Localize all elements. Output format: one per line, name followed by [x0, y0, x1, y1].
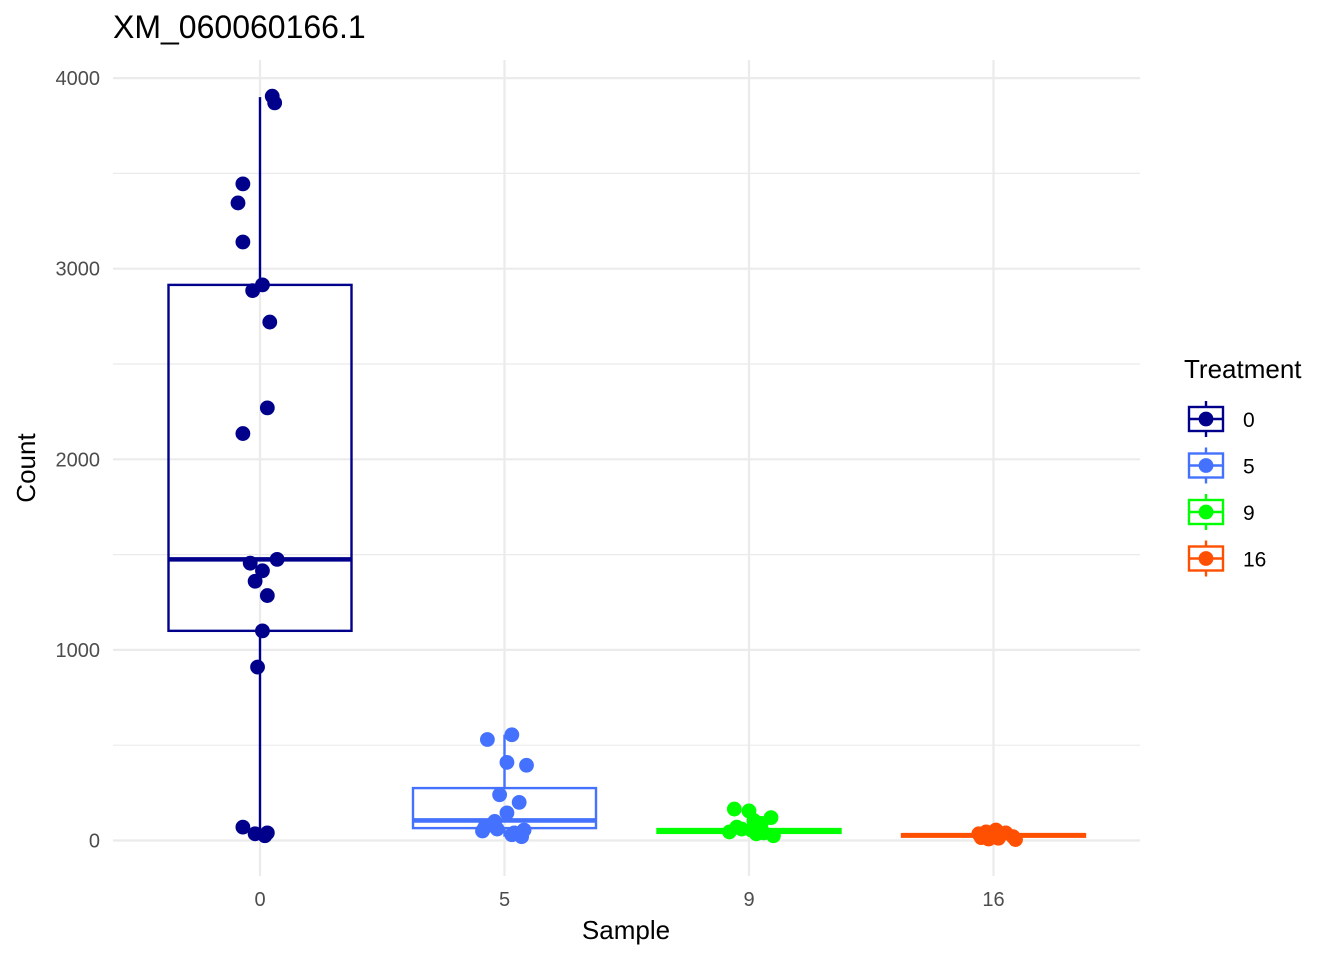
x-axis-ticks: 0 5 9 16 — [254, 889, 1004, 911]
x-tick-label: 5 — [499, 889, 510, 911]
legend-label: 0 — [1243, 409, 1255, 432]
data-point — [257, 828, 273, 844]
data-point — [722, 824, 737, 840]
x-tick-label: 16 — [982, 889, 1004, 911]
data-point — [235, 234, 251, 250]
legend-label: 9 — [1243, 502, 1255, 525]
data-point — [514, 829, 530, 845]
data-point — [492, 787, 508, 803]
data-point — [1008, 832, 1023, 847]
x-tick-label: 0 — [254, 889, 265, 911]
data-point — [255, 623, 270, 639]
legend-key-point — [1198, 411, 1214, 427]
data-point — [262, 314, 278, 330]
data-point — [504, 727, 520, 743]
legend-key-9: 9 — [1187, 494, 1255, 530]
y-axis-ticks: 0 1000 2000 3000 4000 — [56, 68, 101, 852]
legend-key-5: 5 — [1187, 447, 1255, 484]
chart-title: XM_060060166.1 — [113, 9, 366, 45]
legend-title: Treatment — [1184, 354, 1302, 384]
data-point — [479, 732, 495, 747]
y-tick-label: 0 — [89, 831, 100, 853]
box-5 — [411, 734, 598, 837]
legend-keys: 0 5 9 16 — [1187, 401, 1266, 577]
data-point — [267, 95, 283, 111]
data-point — [247, 573, 263, 589]
y-tick-label: 1000 — [56, 640, 101, 662]
y-tick-label: 2000 — [56, 449, 101, 471]
legend-key-point — [1198, 504, 1214, 520]
data-point — [269, 551, 285, 567]
data-point — [511, 794, 527, 810]
data-point — [235, 426, 251, 441]
legend-key-point — [1198, 458, 1214, 473]
data-point — [245, 283, 261, 299]
y-tick-label: 3000 — [56, 259, 101, 281]
data-point — [726, 801, 742, 817]
y-tick-label: 4000 — [56, 68, 101, 90]
data-point — [235, 176, 251, 192]
legend-key-point — [1198, 551, 1214, 566]
data-point — [235, 819, 251, 835]
x-axis-title: Sample — [582, 915, 670, 945]
data-point — [250, 659, 265, 675]
legend-label: 5 — [1243, 456, 1255, 479]
legend-label: 16 — [1243, 549, 1266, 572]
data-point — [499, 805, 515, 821]
data-point — [748, 826, 764, 842]
data-point — [766, 828, 781, 844]
x-tick-label: 9 — [743, 889, 754, 911]
y-axis-title: Count — [11, 433, 41, 503]
box-layer — [167, 97, 1087, 840]
data-point — [489, 821, 505, 837]
data-point — [475, 823, 490, 839]
data-point — [259, 400, 275, 416]
legend-key-0: 0 — [1187, 401, 1255, 437]
data-point — [519, 757, 534, 773]
data-point — [981, 831, 997, 847]
legend: Treatment 0 5 9 16 — [1184, 354, 1302, 577]
data-point — [230, 195, 246, 211]
data-point — [499, 754, 515, 770]
data-point — [242, 555, 258, 571]
grid-lines — [113, 60, 1140, 876]
legend-key-16: 16 — [1187, 540, 1266, 577]
point-layer — [230, 88, 1023, 847]
data-point — [259, 588, 275, 603]
data-point — [255, 563, 270, 579]
